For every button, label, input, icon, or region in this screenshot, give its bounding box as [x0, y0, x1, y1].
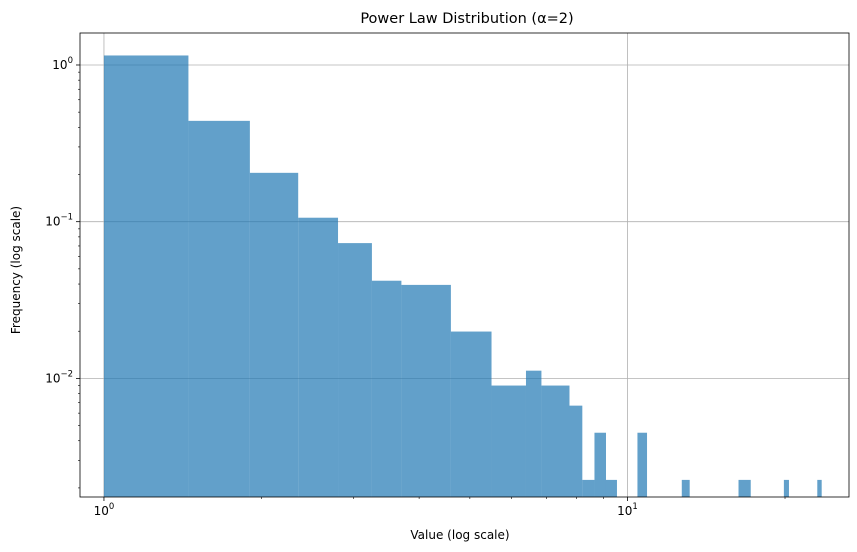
histogram-bar [594, 432, 606, 497]
histogram-bar [491, 385, 526, 497]
histogram-bar [783, 479, 789, 497]
histogram-bar [525, 370, 542, 497]
histogram-bar [817, 479, 822, 497]
histogram-bar [188, 120, 250, 498]
major-ticks [76, 64, 628, 501]
y-axis-label: Frequency (log scale) [9, 206, 23, 334]
histogram-bar [582, 479, 595, 497]
histogram-bar [249, 172, 299, 497]
histogram-bar [681, 479, 690, 497]
plot-frame [79, 32, 850, 498]
x-axis-label: Value (log scale) [410, 528, 509, 542]
y-tick-label: 10−2 [45, 369, 73, 385]
histogram-bar [401, 284, 451, 497]
histogram-bar [298, 217, 339, 498]
histogram-bar [605, 479, 617, 497]
histogram-bar [338, 243, 372, 497]
x-tick-label: 101 [617, 502, 638, 518]
y-tick-label: 100 [52, 56, 73, 72]
histogram-bar [371, 280, 402, 497]
histogram-bar [637, 432, 648, 497]
histogram-bar [569, 405, 583, 497]
histogram-bar [541, 385, 570, 497]
histogram-bars [103, 55, 822, 498]
histogram-bar [103, 55, 189, 497]
tick-labels: 100 101 100 10−1 10−2 [45, 56, 638, 518]
histogram-bar [738, 479, 751, 497]
x-tick-label: 100 [94, 502, 115, 518]
y-tick-label: 10−1 [45, 213, 73, 229]
chart-title: Power Law Distribution (α=2) [360, 11, 573, 27]
histogram-bar [450, 331, 492, 497]
